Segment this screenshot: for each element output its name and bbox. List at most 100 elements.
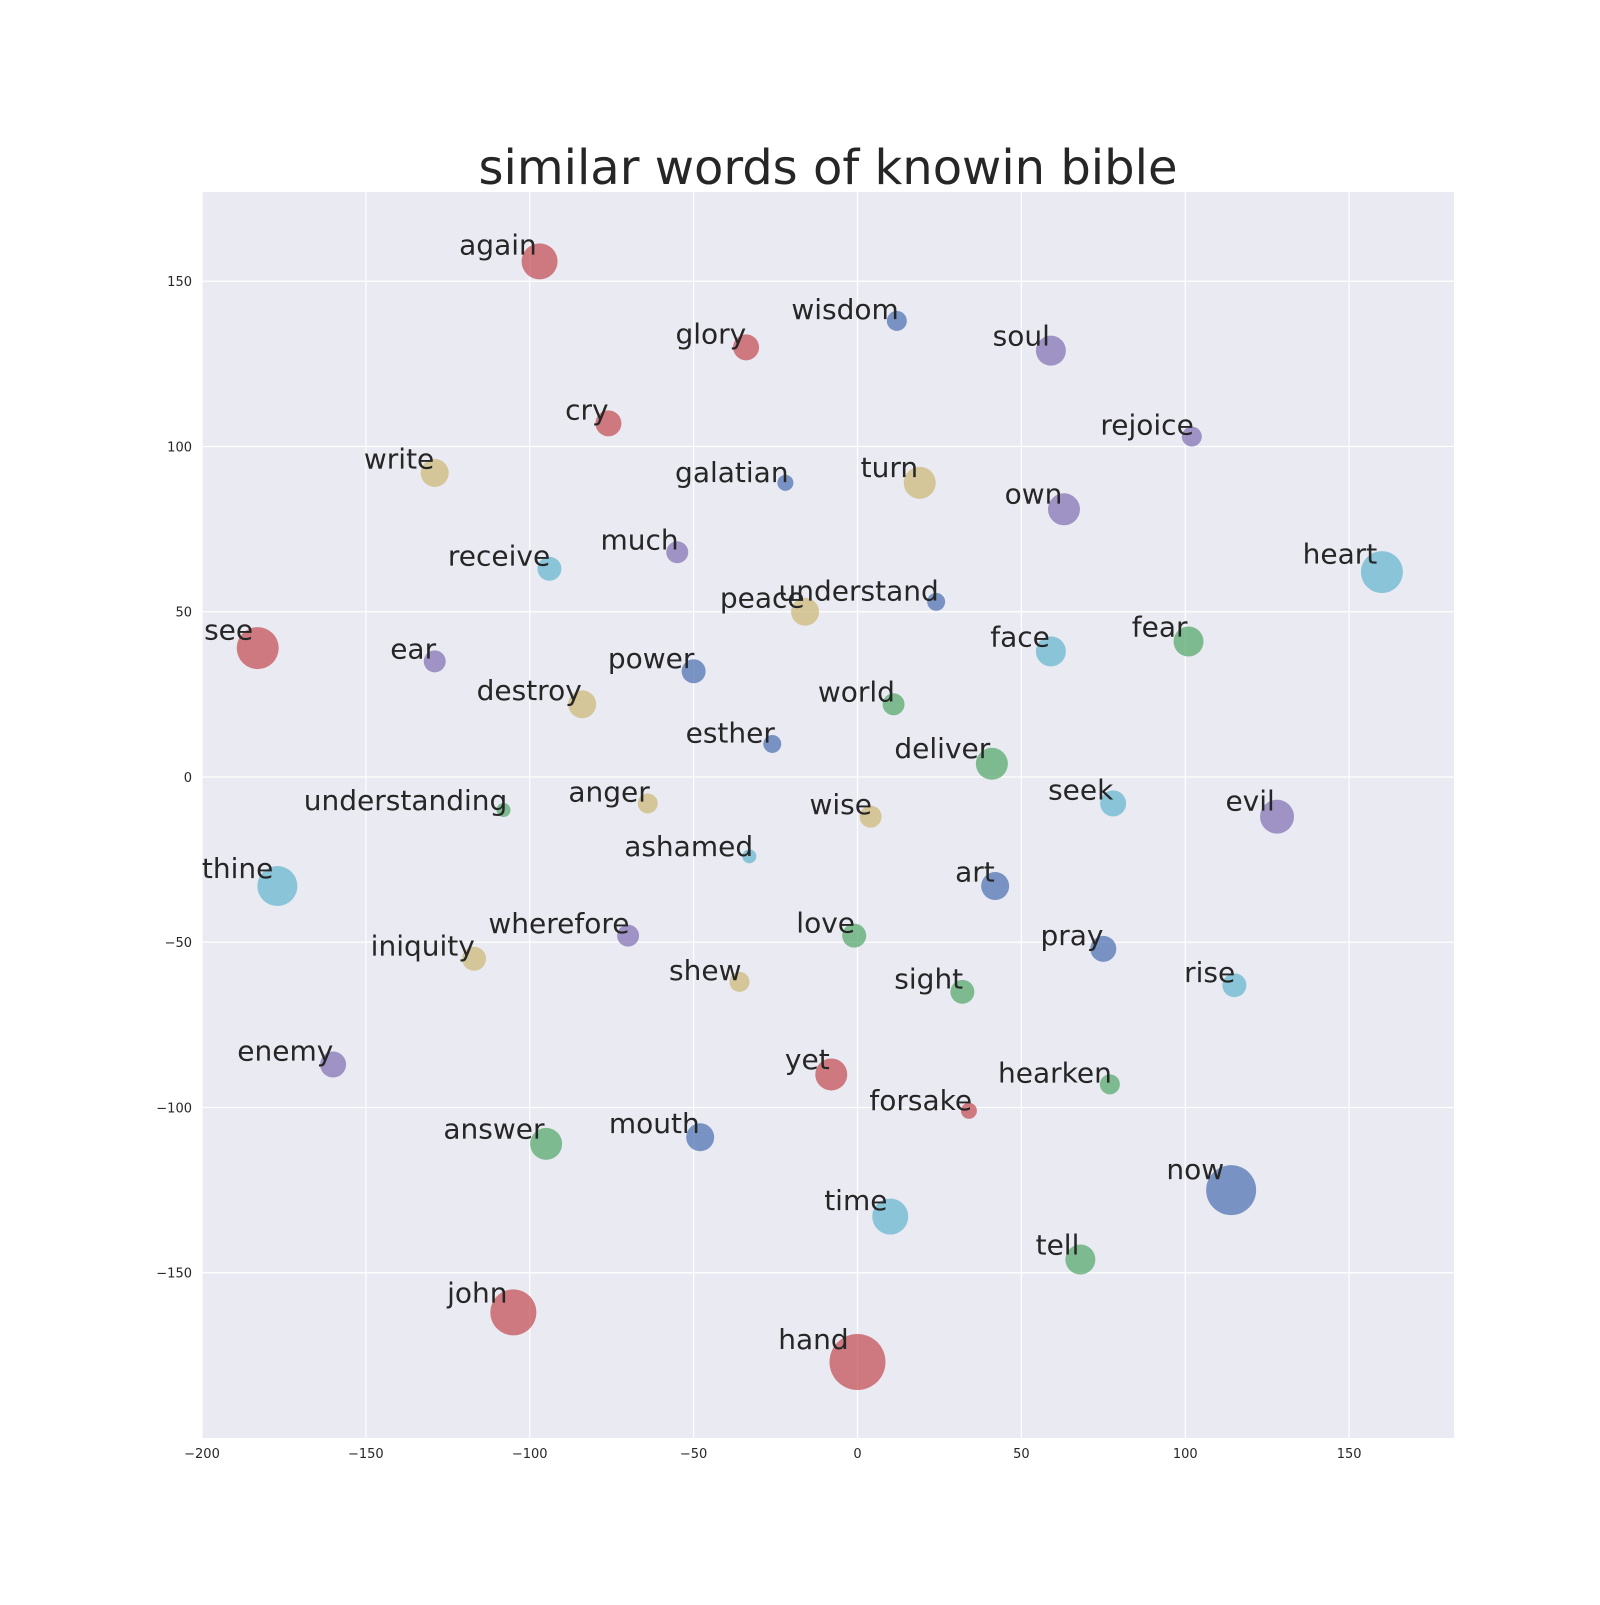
point-label: face bbox=[990, 620, 1050, 653]
point-label: destroy bbox=[477, 674, 582, 707]
point-label: ear bbox=[390, 633, 436, 666]
point-label: wise bbox=[810, 788, 873, 821]
x-tick-label: 150 bbox=[1337, 1447, 1362, 1462]
scatter-point bbox=[886, 310, 907, 331]
scatter-point bbox=[423, 650, 446, 673]
point-label: evil bbox=[1225, 784, 1274, 817]
scatter-point bbox=[617, 924, 640, 947]
point-label: glory bbox=[675, 318, 746, 351]
scatter-point bbox=[1065, 1244, 1096, 1275]
point-label: world bbox=[818, 676, 895, 709]
point-label: hand bbox=[778, 1323, 848, 1356]
scatter-point bbox=[521, 243, 558, 280]
scatter-point bbox=[872, 1198, 909, 1235]
scatter-point bbox=[791, 597, 820, 626]
scatter-point bbox=[1090, 935, 1117, 962]
point-label: wherefore bbox=[488, 907, 629, 940]
scatter-point bbox=[257, 866, 298, 907]
point-label: again bbox=[459, 229, 537, 262]
point-label: wisdom bbox=[791, 293, 898, 326]
scatter-point bbox=[950, 979, 975, 1004]
scatter-point bbox=[490, 1289, 537, 1336]
scatter-point bbox=[320, 1051, 347, 1078]
point-label: esther bbox=[686, 717, 776, 750]
scatter-point bbox=[1173, 626, 1204, 657]
scatter-point bbox=[815, 1058, 848, 1091]
scatter-point bbox=[1099, 1074, 1120, 1095]
point-label: hearken bbox=[998, 1056, 1112, 1089]
point-label: enemy bbox=[237, 1035, 333, 1068]
point-label: see bbox=[204, 613, 253, 646]
x-tick-label: −100 bbox=[512, 1447, 548, 1462]
scatter-point bbox=[420, 458, 449, 487]
y-tick-label: −150 bbox=[156, 1267, 192, 1282]
scatter-point bbox=[829, 1333, 886, 1390]
point-label: write bbox=[364, 443, 434, 476]
scatter-point bbox=[1100, 790, 1127, 817]
point-label: fear bbox=[1132, 610, 1188, 643]
point-label: power bbox=[608, 642, 695, 675]
chart-title: similar words of knowin bible bbox=[479, 140, 1178, 196]
scatter-point bbox=[537, 556, 562, 581]
point-label: time bbox=[824, 1184, 887, 1217]
scatter-point bbox=[568, 690, 597, 719]
point-label: art bbox=[955, 856, 995, 889]
point-label: shew bbox=[669, 954, 741, 987]
point-label: john bbox=[446, 1277, 507, 1310]
y-tick-label: 150 bbox=[167, 275, 192, 290]
y-tick-label: −100 bbox=[156, 1101, 192, 1116]
scatter-point bbox=[842, 923, 867, 948]
point-label: understanding bbox=[304, 784, 508, 817]
scatter-point bbox=[496, 803, 511, 818]
scatter-point bbox=[666, 541, 689, 564]
point-label: anger bbox=[568, 775, 650, 808]
scatter-point bbox=[1206, 1165, 1257, 1216]
point-label: soul bbox=[993, 320, 1050, 353]
scatter-point bbox=[981, 872, 1010, 901]
point-label: forsake bbox=[869, 1084, 972, 1117]
x-tick-label: −50 bbox=[680, 1447, 707, 1462]
scatter-point bbox=[1222, 973, 1247, 998]
scatter-point bbox=[960, 1102, 977, 1119]
scatter-point bbox=[763, 734, 782, 753]
scatter-point bbox=[462, 946, 487, 971]
point-label: love bbox=[796, 906, 855, 939]
y-tick-label: 0 bbox=[184, 771, 192, 786]
point-label: heart bbox=[1303, 537, 1378, 570]
point-label: cry bbox=[565, 394, 608, 427]
y-tick-label: 50 bbox=[175, 606, 192, 621]
point-label: mouth bbox=[609, 1107, 700, 1140]
point-label: rejoice bbox=[1100, 409, 1193, 442]
scatter-point bbox=[1360, 551, 1403, 594]
x-tick-label: 100 bbox=[1173, 1447, 1198, 1462]
scatter-point bbox=[1035, 636, 1066, 667]
point-label: answer bbox=[443, 1112, 545, 1145]
point-label: own bbox=[1005, 478, 1063, 511]
scatter-point bbox=[903, 466, 936, 499]
scatter-point bbox=[530, 1127, 563, 1160]
x-tick-label: −150 bbox=[348, 1447, 384, 1462]
scatter-point bbox=[1035, 335, 1066, 366]
point-label: ashamed bbox=[624, 830, 753, 863]
point-label: receive bbox=[448, 540, 550, 573]
point-label: peace bbox=[720, 581, 805, 614]
point-label: iniquity bbox=[371, 930, 475, 963]
point-label: now bbox=[1166, 1153, 1224, 1186]
point-label: much bbox=[600, 524, 678, 557]
x-tick-label: 0 bbox=[853, 1447, 861, 1462]
x-tick-label: 50 bbox=[1013, 1447, 1030, 1462]
scatter-point bbox=[236, 627, 279, 670]
point-label: pray bbox=[1040, 919, 1103, 952]
x-tick-label: −200 bbox=[184, 1447, 220, 1462]
y-tick-label: 100 bbox=[167, 440, 192, 455]
point-label: galatian bbox=[675, 456, 789, 489]
point-label: deliver bbox=[894, 732, 990, 765]
y-tick-label: −50 bbox=[165, 936, 192, 951]
scatter-point bbox=[777, 474, 794, 491]
point-label: sight bbox=[894, 963, 963, 996]
point-label: tell bbox=[1036, 1229, 1080, 1262]
scatter-point bbox=[729, 971, 750, 992]
scatter-point bbox=[742, 849, 757, 864]
